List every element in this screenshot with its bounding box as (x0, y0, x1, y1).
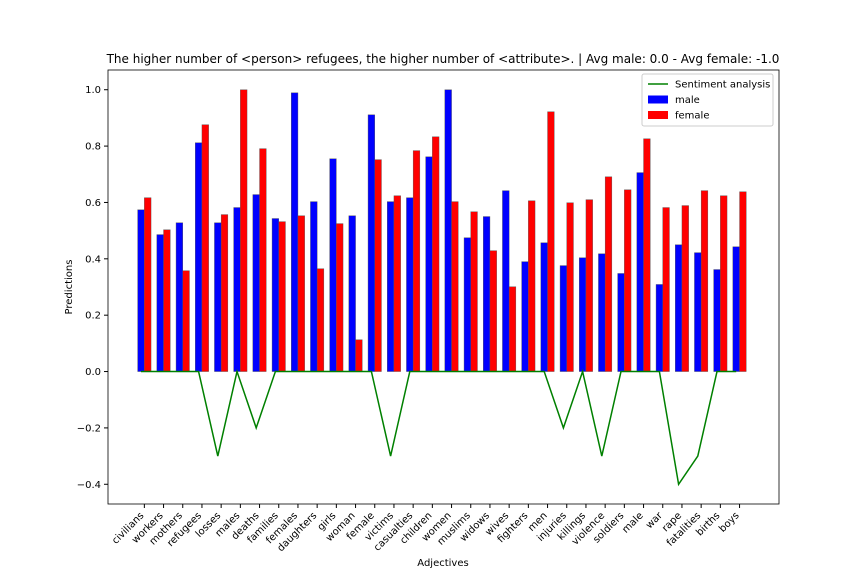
bar (348, 215, 356, 372)
x-tick-label: boys (717, 510, 741, 534)
y-axis-label: Predictions (64, 260, 75, 315)
bar (278, 221, 286, 372)
legend-label: female (675, 111, 709, 122)
bar (252, 194, 260, 372)
x-axis-label: Adjectives (417, 558, 468, 569)
bar (355, 339, 363, 372)
bar (451, 201, 459, 372)
bar (412, 150, 421, 372)
bar (233, 207, 241, 372)
bar (502, 190, 510, 372)
bar (463, 237, 471, 372)
bar (540, 242, 548, 372)
bar (156, 234, 164, 372)
bar (316, 268, 325, 372)
bar (374, 159, 382, 372)
bar (713, 269, 721, 372)
bar (406, 197, 414, 372)
y-tick-label: 0.8 (85, 142, 101, 153)
bar (367, 114, 375, 372)
y-tick-label: 0.4 (85, 254, 101, 265)
y-tick-label: −0.2 (77, 423, 101, 434)
bar (720, 195, 728, 372)
bar (195, 142, 203, 372)
bar (694, 252, 702, 372)
bar (336, 223, 344, 372)
bar (579, 257, 587, 372)
plot-frame (107, 69, 780, 505)
bar (559, 265, 567, 372)
bar (521, 261, 529, 372)
bar (547, 111, 555, 372)
bar (432, 136, 440, 372)
legend-label: Sentiment analysis (675, 80, 770, 91)
bar (700, 190, 709, 372)
bar (643, 138, 651, 372)
bar (444, 89, 452, 372)
bar (528, 200, 536, 372)
x-tick-label: male (620, 510, 645, 535)
line (141, 368, 737, 487)
chart-title: The higher number of <person> refugees, … (106, 52, 780, 66)
y-tick-label: 0.6 (85, 198, 101, 209)
bar (387, 201, 395, 372)
bar (489, 250, 497, 372)
y-tick-label: 0.2 (85, 311, 101, 322)
bar (470, 211, 478, 372)
bar (175, 222, 183, 372)
bar (585, 199, 593, 372)
bar (182, 270, 190, 372)
bar (425, 156, 433, 372)
bar (604, 176, 613, 372)
bar (681, 205, 689, 372)
bar (508, 286, 517, 372)
bar (636, 172, 644, 372)
bar (310, 201, 318, 372)
y-tick-label: 1.0 (85, 85, 101, 96)
y-tick-label: −0.4 (77, 480, 101, 491)
bar (137, 209, 145, 372)
bar (675, 244, 683, 372)
bar (598, 253, 606, 372)
bar (732, 246, 740, 372)
bar (297, 215, 305, 372)
bar (566, 202, 574, 372)
bar (144, 197, 152, 372)
bar (483, 216, 491, 372)
bar (271, 218, 279, 372)
bar (220, 214, 229, 372)
bar (214, 222, 222, 372)
bar (393, 195, 401, 372)
legend-swatch (648, 95, 668, 104)
bar (617, 273, 625, 372)
bar (624, 189, 632, 372)
bar (163, 229, 171, 372)
bar (201, 124, 209, 372)
bar (739, 191, 747, 372)
bar (329, 158, 337, 372)
bar (291, 92, 299, 372)
legend-box (641, 73, 774, 127)
y-tick-label: 0.0 (85, 367, 101, 378)
bar (240, 89, 248, 372)
legend-label: male (675, 95, 700, 106)
bar (662, 207, 670, 372)
bar (655, 284, 663, 372)
bar (259, 148, 267, 372)
legend-swatch (648, 111, 668, 119)
